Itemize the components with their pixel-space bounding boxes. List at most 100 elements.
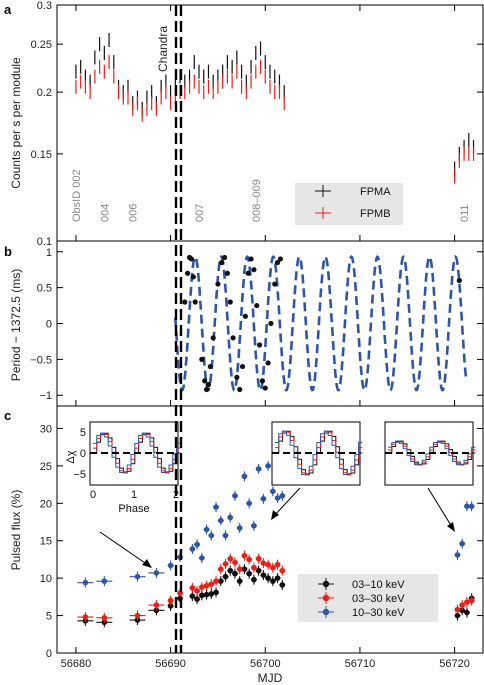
arrow-head-2: [271, 510, 279, 520]
y-tick-label: 0.3: [37, 0, 52, 12]
panel-b: b −1 −0.5 0 0.5 1 Period − 1372.5 (ms): [4, 240, 484, 407]
obsid-label: 006: [128, 204, 140, 222]
pulsed-flux-point: [134, 573, 141, 580]
x-tick-label: 56710: [345, 658, 376, 670]
pulsed-flux-point: [241, 566, 248, 572]
arrows: [99, 487, 455, 568]
chandra-label: Chandra: [156, 26, 170, 72]
pulsed-flux-point: [222, 573, 229, 580]
pulsed-flux-point: [153, 602, 160, 608]
pulsed-flux-point: [246, 500, 252, 507]
x-tick-label: 56720: [439, 658, 470, 670]
panel-b-data: [182, 254, 462, 393]
pulsed-flux-point: [203, 591, 210, 598]
period-point: [254, 302, 260, 309]
pulsed-flux-point: [459, 607, 465, 614]
y-tick-label: 20: [40, 498, 52, 510]
legend-box: [295, 183, 403, 225]
pulsed-flux-point: [227, 514, 234, 521]
panel-c-data: [77, 460, 475, 628]
pulsed-flux-point: [279, 582, 286, 588]
pulsed-flux-point: [232, 559, 238, 566]
pulsed-flux-point: [454, 606, 461, 613]
pulsed-flux-point: [213, 504, 219, 510]
period-point: [227, 299, 233, 305]
period-point: [242, 313, 248, 319]
profile-curve: [275, 430, 363, 475]
pulsed-flux-point: [260, 560, 267, 566]
period-point: [182, 299, 188, 305]
pulsed-flux-point: [199, 592, 205, 599]
panel-c-legend: 03–10 keV 03–30 keV 10–30 keV: [298, 574, 438, 622]
pulsed-flux-point: [208, 591, 215, 597]
pulsed-flux-point: [213, 589, 219, 596]
y-tick-label: 1: [46, 247, 52, 259]
pulsed-flux-point: [241, 552, 248, 559]
period-point: [239, 363, 246, 370]
pulsed-flux-point: [194, 541, 200, 548]
legend-marker-03-10: [318, 578, 334, 590]
pulsed-flux-point: [279, 493, 286, 499]
period-point: [210, 335, 216, 341]
panel-a-x-ticks: [75, 5, 456, 241]
period-point: [202, 378, 208, 384]
inset-1-ylabel: Δχ: [65, 450, 77, 463]
period-point: [192, 299, 198, 305]
x-tick-label: 56690: [155, 658, 186, 670]
panel-a-legend: FPMA FPMB: [295, 183, 403, 225]
pulsed-flux-point: [274, 495, 281, 501]
period-point: [256, 342, 263, 348]
pulsed-flux-point: [255, 466, 262, 472]
panel-c-x-ticks: 56680 56690 56700 56710 56720: [61, 647, 470, 670]
x-tick-label: 56680: [61, 658, 92, 670]
pulsed-flux-point: [208, 532, 215, 539]
y-tick-label: 0.1: [37, 236, 52, 248]
panel-b-y-ticks: −1 −0.5 0 0.5 1: [30, 247, 483, 402]
inset-1-ytick-m5: −5: [73, 469, 86, 481]
pulsed-flux-point: [213, 578, 219, 584]
legend-marker-fpma: [315, 185, 331, 197]
panel-a-frame: [56, 4, 484, 242]
period-point: [234, 374, 240, 380]
pulsed-flux-point: [101, 578, 108, 584]
period-point: [224, 270, 230, 276]
pulsed-flux-point: [246, 556, 252, 563]
pulsed-flux-point: [167, 603, 174, 609]
pulsed-flux-point: [454, 552, 461, 558]
panel-a: a 0.1 0.15 0.2 0.25 0.3 Counts per s per mod…: [4, 0, 484, 248]
pulsed-flux-point: [232, 493, 238, 499]
pulsed-flux-point: [232, 570, 238, 577]
period-point: [185, 270, 191, 276]
inset-1-xtick-1: 1: [131, 489, 137, 501]
panel-a-letter: a: [4, 2, 12, 17]
pulsed-flux-point: [189, 585, 196, 591]
pulsed-flux-point: [274, 575, 281, 581]
y-tick-label: 0.15: [31, 149, 52, 161]
legend-marker-fpmb: [315, 207, 331, 219]
arrow-inset-3: [427, 487, 453, 528]
arrow-inset-1: [99, 531, 149, 566]
y-tick-label: −1: [39, 390, 52, 402]
pulsed-flux-point: [222, 561, 229, 567]
pulsed-flux-point: [454, 612, 461, 619]
y-tick-label: 0.25: [31, 39, 52, 51]
pulsed-flux-point: [217, 517, 224, 524]
pulsed-flux-point: [222, 532, 229, 539]
pulsed-flux-point: [217, 578, 224, 584]
pulsed-flux-point: [468, 597, 475, 604]
period-point: [265, 360, 271, 366]
period-point: [230, 335, 236, 341]
period-point: [237, 386, 243, 393]
pulsed-flux-point: [265, 463, 271, 469]
legend-marker-10-30: [318, 606, 334, 618]
obsid-label: 011: [459, 204, 471, 222]
panel-c-letter: c: [4, 408, 11, 423]
pulsed-flux-point: [468, 503, 475, 510]
pulsed-flux-point: [236, 525, 243, 531]
obsid-label: ObsID 002: [71, 169, 83, 222]
legend-label-10-30: 10–30 keV: [352, 607, 405, 619]
panel-b-model-curve: [174, 255, 468, 392]
